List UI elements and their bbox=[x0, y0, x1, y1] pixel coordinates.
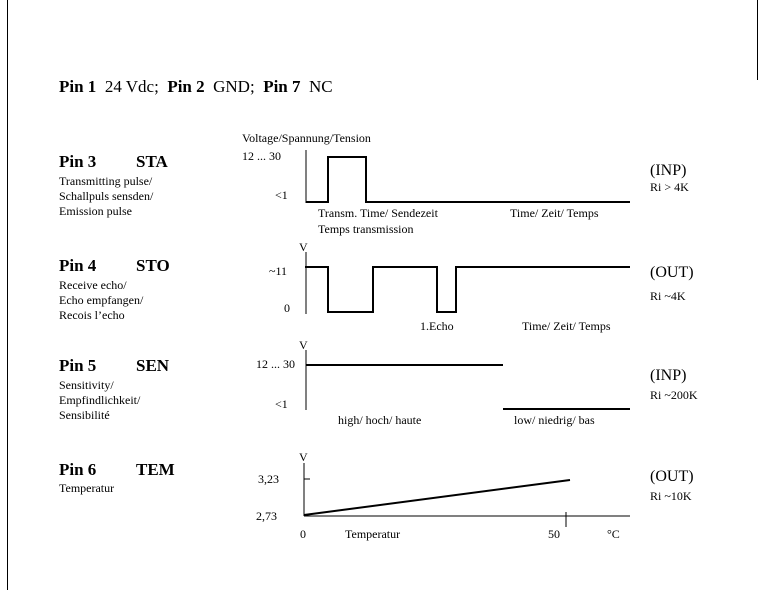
sto-description: Receive echo/ Echo empfangen/ Recois l’e… bbox=[59, 278, 229, 323]
header-line: Pin 1 24 Vdc; Pin 2 GND; Pin 7 NC bbox=[59, 78, 333, 95]
tem-description: Temperatur bbox=[59, 481, 229, 496]
sen-desc-line: Sensibilité bbox=[59, 408, 110, 422]
sen-description: Sensitivity/ Empfindlichkeit/ Sensibilit… bbox=[59, 378, 229, 423]
pin2-value: GND; bbox=[213, 77, 255, 96]
sta-label-transm: Transm. Time/ Sendezeit bbox=[318, 206, 438, 220]
sta-description: Transmitting pulse/ Schallpuls sensden/ … bbox=[59, 174, 229, 219]
sen-v-label: V bbox=[299, 338, 308, 352]
sta-desc-line: Transmitting pulse/ bbox=[59, 174, 153, 188]
tem-x-label: Temperatur bbox=[345, 527, 401, 541]
sto-desc-line: Echo empfangen/ bbox=[59, 293, 144, 307]
sto-waveform bbox=[305, 266, 630, 313]
pin7-value: NC bbox=[309, 77, 333, 96]
sen-pin-label: Pin 5 bbox=[59, 356, 97, 375]
sta-y-high: 12 ... 30 bbox=[242, 149, 281, 163]
sen-ri: Ri ~200K bbox=[650, 388, 698, 402]
sto-y-low: 0 bbox=[284, 301, 290, 315]
sen-label-high: high/ hoch/ haute bbox=[338, 413, 422, 427]
sen-y-high: 12 ... 30 bbox=[256, 357, 295, 371]
sen-label-low: low/ niedrig/ bas bbox=[514, 413, 595, 427]
sto-code: STO bbox=[136, 256, 170, 275]
sen-io: (INP) bbox=[650, 367, 687, 384]
tem-pin-label: Pin 6 bbox=[59, 460, 97, 479]
sen-desc-line: Sensitivity/ bbox=[59, 378, 114, 392]
tem-y-high: 3,23 bbox=[258, 472, 279, 486]
tem-v-label: V bbox=[299, 450, 308, 464]
pin2-label: Pin 2 bbox=[167, 77, 205, 96]
tem-desc-line: Temperatur bbox=[59, 481, 115, 495]
voltage-axis-label: Voltage/Spannung/Tension bbox=[242, 131, 371, 145]
sto-io: (OUT) bbox=[650, 264, 694, 281]
sta-y-low: <1 bbox=[275, 188, 288, 202]
tem-code: TEM bbox=[136, 460, 175, 479]
tem-y-low: 2,73 bbox=[256, 509, 277, 523]
sta-pin-label: Pin 3 bbox=[59, 152, 97, 171]
tem-x-unit: °C bbox=[607, 527, 620, 541]
pin1-value: 24 Vdc; bbox=[104, 77, 159, 96]
sto-ri: Ri ~4K bbox=[650, 289, 686, 303]
pin1-label: Pin 1 bbox=[59, 77, 97, 96]
sto-desc-line: Receive echo/ bbox=[59, 278, 127, 292]
tem-ri: Ri ~10K bbox=[650, 489, 692, 503]
sta-ri: Ri > 4K bbox=[650, 180, 689, 194]
sto-label-time: Time/ Zeit/ Temps bbox=[522, 319, 611, 333]
sta-label-time: Time/ Zeit/ Temps bbox=[510, 206, 599, 220]
frame-right-line bbox=[757, 0, 758, 80]
sta-label-transm-2: Temps transmission bbox=[318, 222, 414, 236]
tem-ramp bbox=[303, 479, 571, 516]
sta-code: STA bbox=[136, 152, 168, 171]
tem-io: (OUT) bbox=[650, 468, 694, 485]
sto-pin-label: Pin 4 bbox=[59, 256, 97, 275]
sen-code: SEN bbox=[136, 356, 170, 375]
pin7-label: Pin 7 bbox=[263, 77, 301, 96]
sta-desc-line: Schallpuls sensden/ bbox=[59, 189, 154, 203]
sto-y-high: ~11 bbox=[269, 264, 288, 278]
sta-waveform bbox=[306, 156, 630, 203]
sta-io: (INP) bbox=[650, 162, 687, 179]
sta-desc-line: Emission pulse bbox=[59, 204, 133, 218]
frame-left-line bbox=[7, 0, 8, 590]
sen-y-low: <1 bbox=[275, 397, 288, 411]
sen-desc-line: Empfindlichkeit/ bbox=[59, 393, 141, 407]
sto-v-label: V bbox=[299, 240, 308, 254]
tem-x-fifty: 50 bbox=[548, 527, 560, 541]
tem-x-zero: 0 bbox=[300, 527, 306, 541]
sto-desc-line: Recois l’echo bbox=[59, 308, 125, 322]
sto-label-echo: 1.Echo bbox=[420, 319, 454, 333]
